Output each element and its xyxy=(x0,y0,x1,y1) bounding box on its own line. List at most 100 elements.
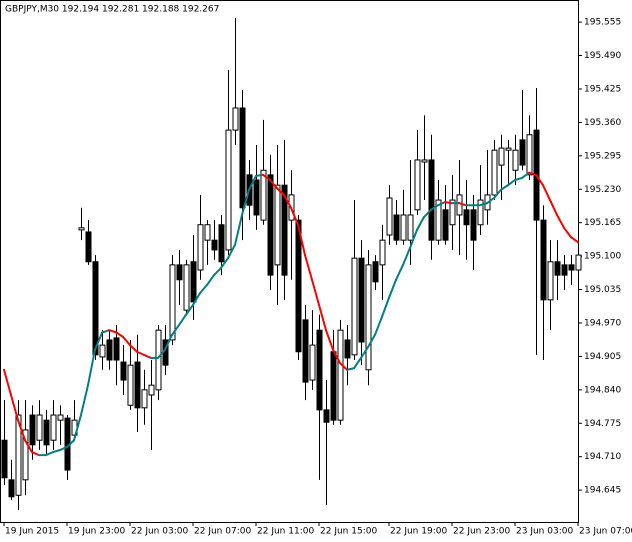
candle-body xyxy=(526,134,533,176)
candle-body xyxy=(92,261,99,356)
candle-body xyxy=(316,329,323,411)
candle-body xyxy=(428,159,435,241)
y-tick-label: 195.100 xyxy=(584,252,621,262)
candle-body xyxy=(267,174,274,276)
x-tick-label: 22 Jun 11:00 xyxy=(257,527,314,537)
candle-body xyxy=(113,337,120,361)
indicator-segment xyxy=(108,329,117,334)
candle-body xyxy=(260,169,267,221)
candle-body xyxy=(99,344,106,358)
indicator-segment xyxy=(178,313,187,327)
candle-body xyxy=(183,264,190,311)
indicator-segment xyxy=(479,202,488,207)
indicator-segment xyxy=(185,303,194,316)
indicator-segment xyxy=(10,393,19,422)
indicator-segment xyxy=(101,329,110,334)
x-tick-label: 23 Jun 03:00 xyxy=(516,527,573,537)
candle-body xyxy=(386,197,393,236)
candle-body xyxy=(568,264,575,271)
indicator-segment xyxy=(444,201,453,205)
y-tick-label: 194.840 xyxy=(584,385,621,395)
indicator-segment xyxy=(486,197,495,205)
indicator-segment xyxy=(416,216,425,231)
candle-body xyxy=(519,139,526,166)
indicator-segment xyxy=(220,257,229,269)
indicator-segment xyxy=(269,179,278,190)
x-tick-label: 22 Jun 15:00 xyxy=(320,527,377,537)
indicator-segment xyxy=(563,226,572,239)
candle-body xyxy=(414,159,421,211)
candle-body xyxy=(442,209,449,241)
indicator-segment xyxy=(248,174,257,191)
candle-body xyxy=(29,414,36,446)
indicator-segment xyxy=(332,348,341,365)
indicator-segment xyxy=(311,278,320,306)
indicator-segment xyxy=(388,278,397,299)
indicator-segment xyxy=(423,208,432,219)
candle-body xyxy=(470,209,477,241)
candle-body xyxy=(505,147,512,151)
y-tick-label: 194.775 xyxy=(584,419,621,429)
indicator-segment xyxy=(437,201,446,207)
candle-body xyxy=(211,239,218,251)
indicator-segment xyxy=(353,356,362,370)
candle-body xyxy=(435,199,442,241)
indicator-segment xyxy=(493,188,502,199)
candle-body xyxy=(274,184,281,266)
indicator-segment xyxy=(360,346,369,359)
x-tick-label: 23 Jun 07:00 xyxy=(579,527,632,537)
indicator-segment xyxy=(381,296,390,318)
candle-body xyxy=(141,389,148,409)
indicator-segment xyxy=(52,449,61,454)
indicator-segment xyxy=(24,439,33,454)
indicator-segment xyxy=(374,315,383,336)
candle-body xyxy=(148,384,155,396)
candle-body xyxy=(225,129,232,251)
y-tick-label: 195.295 xyxy=(584,151,621,161)
candle-body xyxy=(204,224,211,241)
candle-body xyxy=(323,409,330,423)
candle-body xyxy=(127,364,134,406)
indicator-segment xyxy=(136,350,145,356)
candle-body xyxy=(372,261,379,283)
indicator-segment xyxy=(66,439,75,448)
y-tick-label: 195.425 xyxy=(584,84,621,94)
indicator-segment xyxy=(213,266,222,277)
candle-body xyxy=(281,184,288,276)
candle-body xyxy=(302,319,309,383)
indicator-segment xyxy=(122,335,131,347)
chart-title: GBPJPY,M30 192.194 192.281 192.188 192.2… xyxy=(5,5,219,15)
candle-body xyxy=(547,261,554,301)
candle-body xyxy=(43,419,50,446)
indicator-segment xyxy=(199,283,208,295)
candle-body xyxy=(491,149,498,196)
y-tick-label: 195.230 xyxy=(584,185,621,195)
indicator-segment xyxy=(556,213,565,229)
candle-body xyxy=(309,344,316,381)
indicator-segment xyxy=(283,193,292,209)
candle-body xyxy=(169,264,176,341)
indicator-segment xyxy=(31,451,40,457)
candle-body xyxy=(176,264,183,281)
candle-body xyxy=(134,361,141,409)
indicator-segment xyxy=(395,263,404,281)
x-tick-label: 19 Jun 23:00 xyxy=(68,527,125,537)
candle-body xyxy=(400,214,407,241)
indicator-segment xyxy=(255,173,264,177)
candle-body xyxy=(512,149,519,171)
candle-body xyxy=(498,147,505,166)
candle-body xyxy=(330,351,337,421)
indicator-segment xyxy=(129,344,138,353)
candle-body xyxy=(575,254,582,271)
candle-body xyxy=(85,231,92,263)
indicator-segment xyxy=(206,274,215,286)
y-tick-label: 194.710 xyxy=(584,452,621,462)
x-tick-label: 22 Jun 19:00 xyxy=(390,527,447,537)
candle-body xyxy=(190,261,197,303)
indicator-segment xyxy=(143,353,152,359)
candle-body xyxy=(1,439,8,479)
indicator-segment xyxy=(549,199,558,216)
candle-body xyxy=(120,361,127,381)
indicator-segment xyxy=(262,173,271,181)
